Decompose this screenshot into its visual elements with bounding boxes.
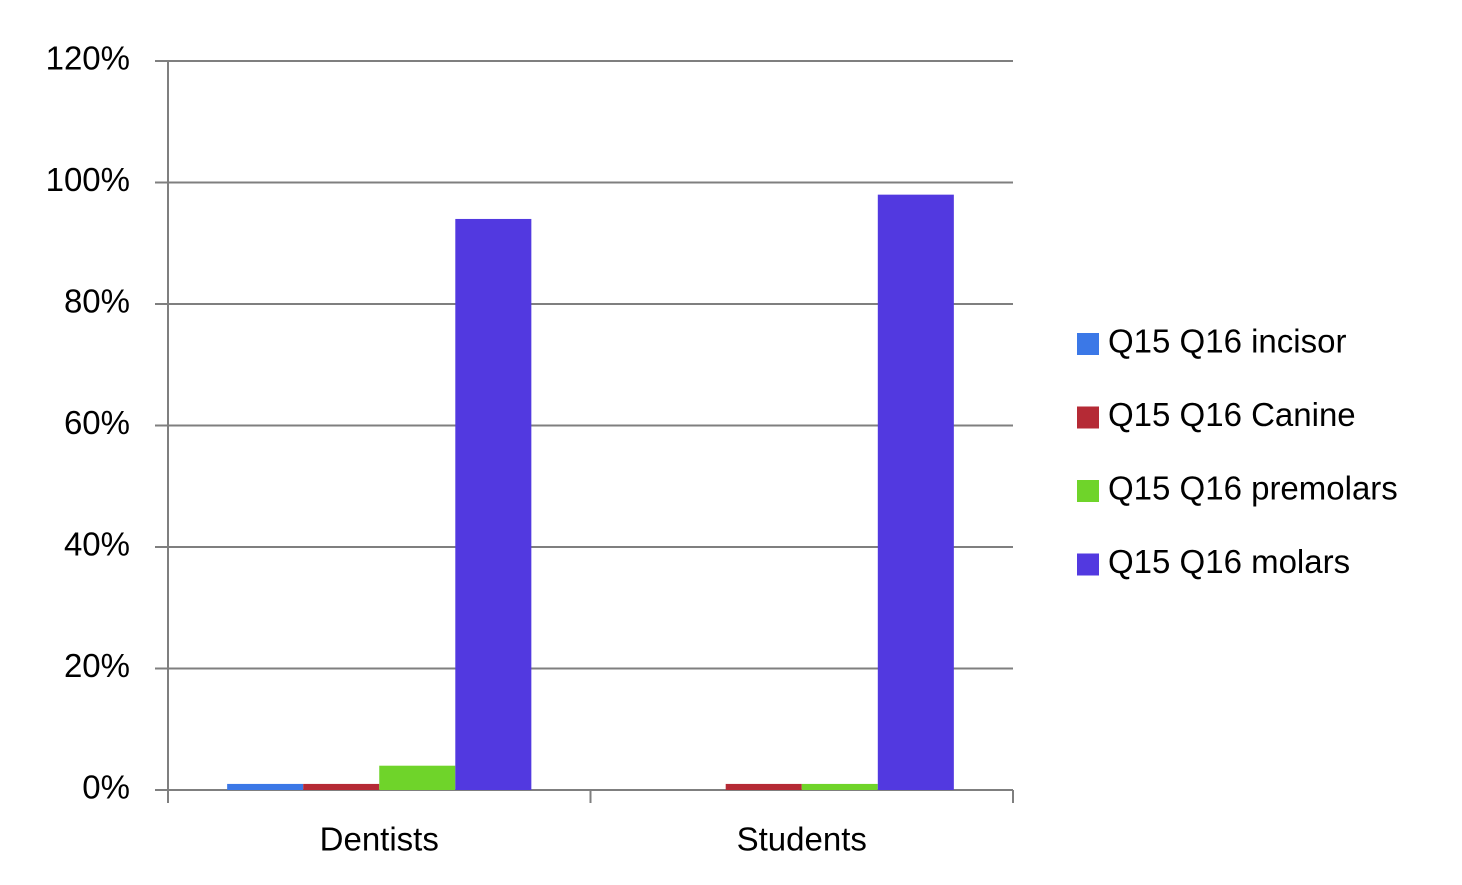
y-tick-label: 40% xyxy=(64,526,130,563)
y-tick-label: 80% xyxy=(64,283,130,320)
y-tick-label: 0% xyxy=(82,769,130,806)
legend-swatch xyxy=(1077,553,1099,576)
y-tick-label: 60% xyxy=(64,404,130,441)
legend-label: Q15 Q16 Canine xyxy=(1108,396,1356,433)
bar xyxy=(801,783,878,790)
y-tick-label: 100% xyxy=(46,161,130,198)
y-tick-label: 20% xyxy=(64,647,130,684)
x-tick-label: Dentists xyxy=(320,821,439,858)
bar xyxy=(227,783,304,790)
legend-label: Q15 Q16 molars xyxy=(1108,543,1350,580)
legend-swatch xyxy=(1077,480,1099,502)
legend-label: Q15 Q16 premolars xyxy=(1108,470,1398,507)
legend-swatch xyxy=(1077,406,1099,429)
legend-swatch xyxy=(1077,333,1099,355)
legend-label: Q15 Q16 incisor xyxy=(1108,323,1346,360)
bar xyxy=(725,783,802,790)
bar xyxy=(379,765,456,790)
x-tick-label: Students xyxy=(737,821,867,858)
bar xyxy=(455,218,532,790)
y-tick-label: 120% xyxy=(46,40,130,77)
bar xyxy=(303,783,380,790)
bar xyxy=(877,194,954,790)
